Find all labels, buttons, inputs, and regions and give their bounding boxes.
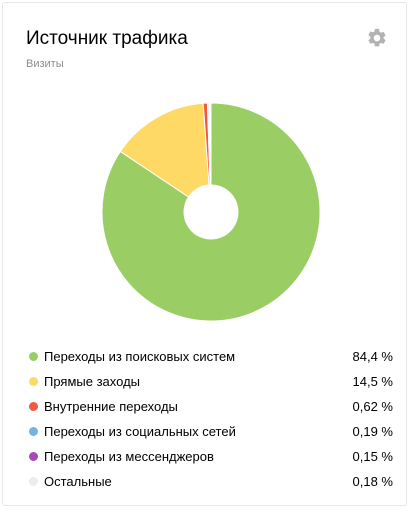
legend-label: Переходы из социальных сетей: [44, 424, 236, 439]
legend-value: 84,4 %: [352, 349, 393, 364]
legend-item[interactable]: Переходы из поисковых систем 84,4 %: [25, 344, 393, 369]
legend-item[interactable]: Прямые заходы 14,5 %: [25, 369, 393, 394]
legend-value: 0,19 %: [352, 424, 393, 439]
gear-icon-svg: [368, 28, 386, 47]
legend-value: 0,15 %: [352, 449, 393, 464]
traffic-source-widget: Источник трафика Визиты Переходы из поис…: [2, 2, 407, 506]
legend-item[interactable]: Остальные 0,18 %: [25, 469, 393, 494]
widget-subtitle: Визиты: [26, 58, 64, 70]
legend-dot-icon: [29, 477, 38, 486]
legend-dot-icon: [29, 452, 38, 461]
legend-item[interactable]: Переходы из социальных сетей 0,19 %: [25, 419, 393, 444]
legend-label: Прямые заходы: [44, 374, 141, 389]
gear-icon[interactable]: [366, 27, 388, 49]
legend-dot-icon: [29, 402, 38, 411]
traffic-donut-chart: [101, 102, 321, 322]
legend-value: 0,18 %: [352, 474, 393, 489]
legend-value: 14,5 %: [352, 374, 393, 389]
widget-title: Источник трафика: [26, 28, 188, 49]
legend-dot-icon: [29, 377, 38, 386]
legend-item[interactable]: Переходы из мессенджеров 0,15 %: [25, 444, 393, 469]
legend-label: Внутренние переходы: [44, 399, 178, 414]
pie-slice-1[interactable]: [119, 102, 212, 213]
legend-label: Переходы из мессенджеров: [44, 449, 214, 464]
chart-legend: Переходы из поисковых систем 84,4 % Прямые…: [25, 344, 393, 494]
donut-hole: [183, 184, 239, 240]
legend-dot-icon: [29, 427, 38, 436]
legend-label: Остальные: [44, 474, 112, 489]
legend-value: 0,62 %: [352, 399, 393, 414]
legend-label: Переходы из поисковых систем: [44, 349, 236, 364]
legend-dot-icon: [29, 352, 38, 361]
legend-item[interactable]: Внутренние переходы 0,62 %: [25, 394, 393, 419]
